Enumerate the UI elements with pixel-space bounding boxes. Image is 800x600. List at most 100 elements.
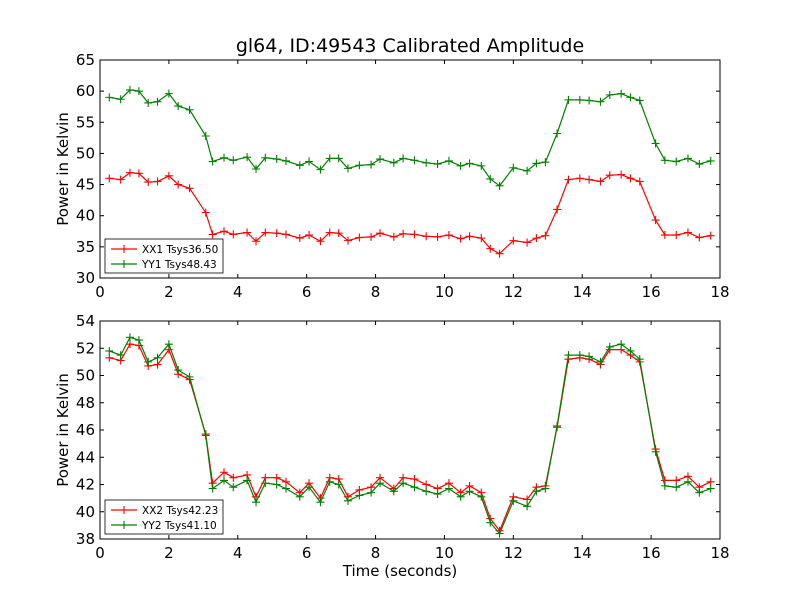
lower-x-tick-label: 6 [302,544,312,562]
lower-data-point [316,498,325,507]
upper-data-point [164,89,173,98]
upper-data-point [509,236,518,245]
upper-data-point [626,93,635,102]
lower-data-point [410,483,419,492]
lower-data-point [541,484,550,493]
upper-x-tick-label: 8 [371,283,381,301]
lower-data-point [564,351,573,360]
lower-data-point [465,487,474,496]
upper-y-tick-label: 40 [76,207,95,225]
lower-data-point [376,479,385,488]
lower-data-point [422,480,431,489]
upper-data-point [325,228,334,237]
upper-data-point [134,169,143,178]
lower-data-point [134,336,143,345]
upper-data-point [229,230,238,239]
upper-data-point [367,160,376,169]
lower-data-point [523,495,532,504]
upper-data-point [105,174,114,183]
upper-plot-panel: 0 2 4 6 8 10 12 14 16 18 30 35 40 45 50 55 60 65 Power in … [54,51,730,301]
lower-data-point [635,355,644,364]
lower-data-point [605,342,614,351]
upper-data-point [334,229,343,238]
lower-data-point [344,496,352,505]
upper-data-point [575,95,584,104]
upper-data-point [456,234,465,243]
lower-x-axis-label: Time (seconds) [342,562,458,580]
upper-data-point [596,97,605,106]
lower-x-tick-label: 12 [504,544,523,562]
lower-y-tick-label: 40 [76,503,95,521]
upper-data-point [422,158,431,167]
lower-data-point [144,357,153,366]
lower-data-point [125,340,134,349]
upper-y-tick-label: 45 [76,176,95,194]
upper-data-point [355,161,364,170]
upper-data-point [355,233,364,242]
lower-data-point [410,475,419,484]
upper-data-point [433,232,442,241]
lower-data-point [495,529,504,538]
lower-data-point [444,484,453,493]
upper-series-2 [105,85,715,190]
lower-data-point [295,492,304,501]
upper-data-point [617,89,626,98]
lower-data-point [660,481,669,490]
lower-data-point [532,487,541,496]
upper-data-point [660,231,669,240]
upper-data-point [399,229,408,238]
upper-legend-marker [120,260,128,268]
upper-data-point [486,174,495,183]
lower-data-point [389,487,398,496]
upper-data-point [208,157,217,166]
lower-x-tick-label: 18 [710,544,729,562]
lower-data-point [243,476,252,485]
upper-data-point [201,208,210,217]
lower-data-point [706,477,715,486]
upper-data-point [626,174,635,183]
lower-data-point [208,484,217,493]
upper-data-point [617,170,626,179]
upper-data-point [541,158,550,167]
upper-data-point [295,234,304,243]
figure-title: gl64, ID:49543 Calibrated Amplitude [236,35,584,57]
upper-legend-label: XX1 Tsys36.50 [142,244,218,256]
upper-data-point [134,87,143,96]
upper-data-point [144,98,153,107]
lower-data-point [282,477,290,486]
upper-data-point [344,164,352,173]
lower-data-point [626,346,635,355]
upper-data-point [344,236,352,245]
lower-data-point [553,421,562,430]
upper-data-point [672,157,681,166]
upper-data-point [465,159,474,168]
lower-data-point [252,498,261,507]
upper-data-point [541,231,550,240]
upper-data-point [683,228,692,237]
upper-data-point [444,231,453,240]
lower-data-point [672,476,681,485]
lower-legend-label: XX2 Tsys42.23 [142,505,218,517]
lower-data-point [229,483,238,492]
upper-data-point [174,180,183,189]
upper-data-point [495,249,504,258]
lower-data-point [201,431,210,440]
upper-data-point [706,156,715,165]
upper-data-point [672,231,681,240]
lower-data-point [305,483,314,492]
upper-y-tick-label: 65 [76,51,95,69]
upper-data-point [635,96,644,105]
upper-plot-frame [99,59,721,279]
upper-series-1 [105,168,715,258]
lower-data-point [334,480,343,489]
upper-data-point [220,153,228,162]
upper-data-point [585,175,594,184]
upper-data-point [220,227,228,236]
lower-data-point [220,476,228,485]
upper-data-point [305,157,314,166]
upper-data-point [252,237,261,246]
upper-x-tick-label: 16 [642,283,661,301]
upper-data-point [706,231,715,240]
upper-data-point [229,156,238,165]
